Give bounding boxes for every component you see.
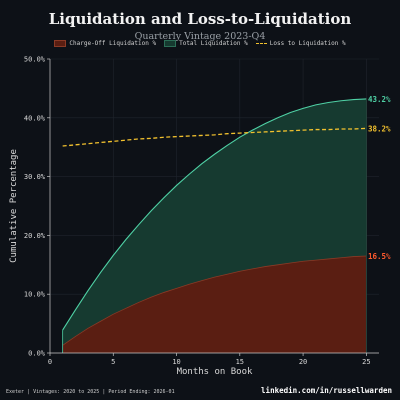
x-tick-label-3: 15 <box>236 358 244 366</box>
end-value-label-1: 38.2% <box>368 124 391 133</box>
y-tick-label-0: 0.0% <box>28 350 46 358</box>
legend-item-loss: Loss to Liquidation % <box>255 40 346 47</box>
chart-legend: Charge-Off Liquidation % Total Liquidati… <box>0 40 400 47</box>
x-tick-label-2: 10 <box>172 358 180 366</box>
legend-swatch-total <box>164 40 177 47</box>
legend-item-total: Total Liquidation % <box>164 40 248 47</box>
y-tick-label-3: 30.0% <box>24 173 46 181</box>
y-axis-label: Cumulative Percentage <box>9 149 19 263</box>
chart-title: Liquidation and Loss-to-Liquidation <box>48 10 352 28</box>
footer-credit: linkedin.com/in/russellwarden <box>261 386 392 395</box>
series-line-loss-to-liquidation <box>62 127 367 147</box>
legend-item-charge-off: Charge-Off Liquidation % <box>54 40 156 47</box>
end-value-label-2: 16.5% <box>368 252 391 261</box>
legend-label-total: Total Liquidation % <box>179 40 248 47</box>
y-tick-label-5: 50.0% <box>24 56 46 64</box>
y-tick-label-4: 40.0% <box>24 114 46 122</box>
x-tick-label-5: 25 <box>362 358 370 366</box>
series-area-total-liquidation <box>62 98 367 346</box>
end-value-label-0: 43.2% <box>368 95 391 104</box>
x-tick-label-0: 0 <box>48 358 52 366</box>
x-tick-label-1: 5 <box>111 358 115 366</box>
y-tick-label-2: 20.0% <box>24 232 46 240</box>
legend-label-charge-off: Charge-Off Liquidation % <box>69 40 157 47</box>
x-tick-label-4: 20 <box>299 358 307 366</box>
legend-swatch-loss <box>255 43 267 44</box>
y-tick-label-1: 10.0% <box>24 291 46 299</box>
series-line-total-liquidation <box>62 98 367 331</box>
x-axis-label: Months on Book <box>177 367 253 377</box>
footer-note: Exeter | Vintages: 2020 to 2025 | Period… <box>6 389 175 395</box>
legend-label-loss: Loss to Liquidation % <box>269 40 346 47</box>
series-area-charge-off <box>62 255 367 353</box>
chart-subtitle: Quarterly Vintage 2023-Q4 <box>134 31 266 42</box>
series-line-charge-off <box>62 255 367 346</box>
legend-swatch-charge-off <box>54 40 67 47</box>
